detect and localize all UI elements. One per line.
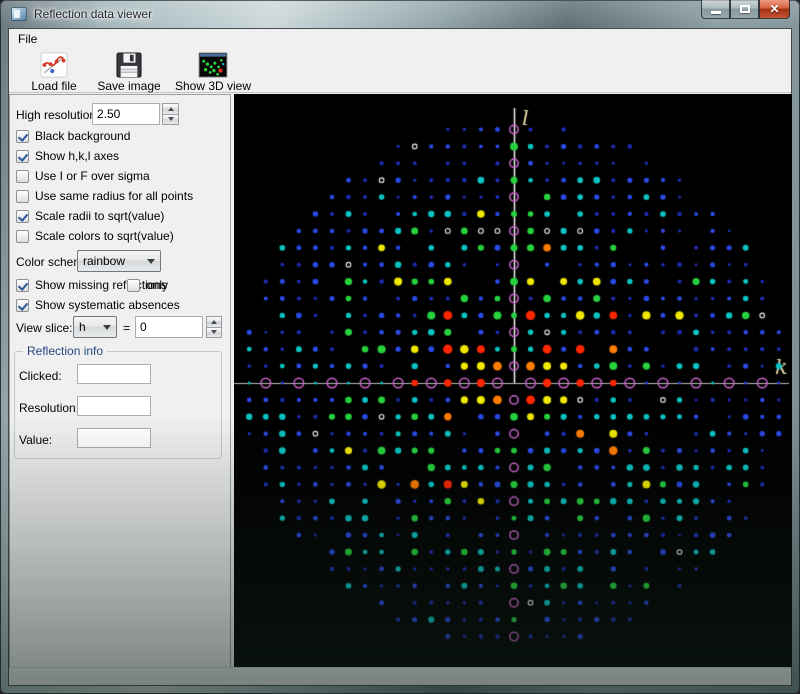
color-scheme-row: Color scheme: (16, 250, 228, 274)
chevron-down-icon (103, 324, 111, 330)
checkbox-black-background[interactable]: Black background (16, 126, 228, 146)
close-button[interactable]: ✕ (759, 0, 790, 19)
control-panel: High resolution: Black background Show h… (9, 94, 231, 668)
show-3d-view-icon (198, 52, 228, 78)
reflection-plot-canvas[interactable] (234, 94, 792, 667)
title-bar[interactable]: Reflection data viewer ✕ (0, 0, 800, 28)
spin-up-button[interactable] (206, 316, 222, 328)
group-title: Reflection info (23, 344, 108, 358)
color-scheme-select[interactable]: rainbow (77, 250, 161, 272)
clicked-row: Clicked: (19, 366, 219, 386)
checkbox-missing-only[interactable]: only (127, 275, 228, 295)
window-controls: ✕ (701, 0, 790, 19)
checkbox-label: Use I or F over sigma (35, 169, 150, 183)
toolbar-button-label: Save image (97, 79, 161, 93)
resolution-field[interactable] (77, 396, 151, 416)
minimize-icon (711, 11, 721, 14)
content-area: High resolution: Black background Show h… (9, 94, 792, 668)
view-slice-axis-select[interactable]: h (73, 316, 117, 338)
checkbox-box[interactable] (16, 229, 29, 243)
checkbox-show-hkl-axes[interactable]: Show h,k,l axes (16, 146, 228, 166)
view-slice-label: View slice: (16, 321, 73, 335)
checkbox-box[interactable] (16, 298, 29, 312)
checkbox-label: only (146, 278, 169, 292)
toolbar-button-label: Load file (31, 79, 77, 93)
color-scheme-label: Color scheme: (16, 255, 94, 269)
spin-down-button[interactable] (206, 327, 222, 338)
view-slice-value-input[interactable] (135, 316, 203, 338)
checkbox-label: Use same radius for all points (35, 189, 194, 203)
equals-sign: = (123, 316, 228, 340)
app-icon (11, 7, 27, 21)
resolution-label: Resolution: (19, 401, 80, 415)
menu-file[interactable]: File (18, 32, 38, 46)
checkbox-label: Black background (35, 129, 131, 143)
high-resolution-spinner (162, 103, 179, 125)
close-icon: ✕ (769, 2, 780, 16)
client-area: File Load file (8, 28, 792, 686)
checkbox-label: Show systematic absences (35, 298, 180, 312)
spin-up-button[interactable] (162, 103, 179, 115)
chevron-down-icon (147, 258, 155, 264)
checkbox-box[interactable] (16, 278, 29, 292)
value-field[interactable] (77, 428, 151, 448)
show-3d-view-button[interactable]: Show 3D view (173, 50, 253, 93)
maximize-button[interactable] (730, 0, 759, 19)
status-bar (9, 667, 791, 685)
checkbox-box[interactable] (16, 169, 29, 183)
menu-bar: File (9, 29, 791, 49)
checkbox-i-over-sigma[interactable]: Use I or F over sigma (16, 166, 228, 186)
view-slice-axis-value: h (79, 320, 86, 334)
high-resolution-label: High resolution: (16, 108, 100, 122)
value-label: Value: (19, 433, 53, 447)
checkbox-same-radius[interactable]: Use same radius for all points (16, 186, 228, 206)
checkbox-label: Scale radii to sqrt(value) (35, 209, 165, 223)
checkbox-label: Scale colors to sqrt(value) (35, 229, 174, 243)
save-image-icon (116, 52, 142, 78)
spin-down-button[interactable] (162, 114, 179, 125)
toolbar-button-label: Show 3D view (174, 79, 252, 93)
checkbox-box[interactable] (127, 278, 140, 292)
save-image-button[interactable]: Save image (93, 50, 165, 93)
minimize-button[interactable] (701, 0, 730, 19)
load-file-icon (40, 52, 68, 78)
view-slice-spinner (206, 316, 222, 338)
view-slice-row: View slice: (16, 316, 228, 340)
equals-label: = (123, 321, 131, 335)
checkbox-box[interactable] (16, 129, 29, 143)
checkbox-scale-radii[interactable]: Scale radii to sqrt(value) (16, 206, 228, 226)
reflection-plot (234, 94, 792, 667)
clicked-label: Clicked: (19, 369, 62, 383)
maximize-icon (740, 5, 750, 13)
high-resolution-row: High resolution: (16, 103, 228, 127)
checkbox-show-absences[interactable]: Show systematic absences (16, 295, 228, 315)
clicked-field[interactable] (77, 364, 151, 384)
toolbar: Load file Save image (9, 49, 791, 93)
checkbox-box[interactable] (16, 149, 29, 163)
color-scheme-value: rainbow (83, 254, 126, 268)
load-file-button[interactable]: Load file (21, 50, 87, 93)
checkbox-box[interactable] (16, 209, 29, 223)
value-row: Value: (19, 430, 219, 450)
checkbox-label: Show h,k,l axes (35, 149, 120, 163)
resolution-row: Resolution: (19, 398, 219, 418)
reflection-info-group: Reflection info Clicked: Resolution: Val… (14, 344, 222, 459)
window-title: Reflection data viewer (34, 7, 153, 21)
checkbox-box[interactable] (16, 189, 29, 203)
checkbox-scale-colors[interactable]: Scale colors to sqrt(value) (16, 226, 228, 246)
high-resolution-input[interactable] (92, 103, 160, 125)
